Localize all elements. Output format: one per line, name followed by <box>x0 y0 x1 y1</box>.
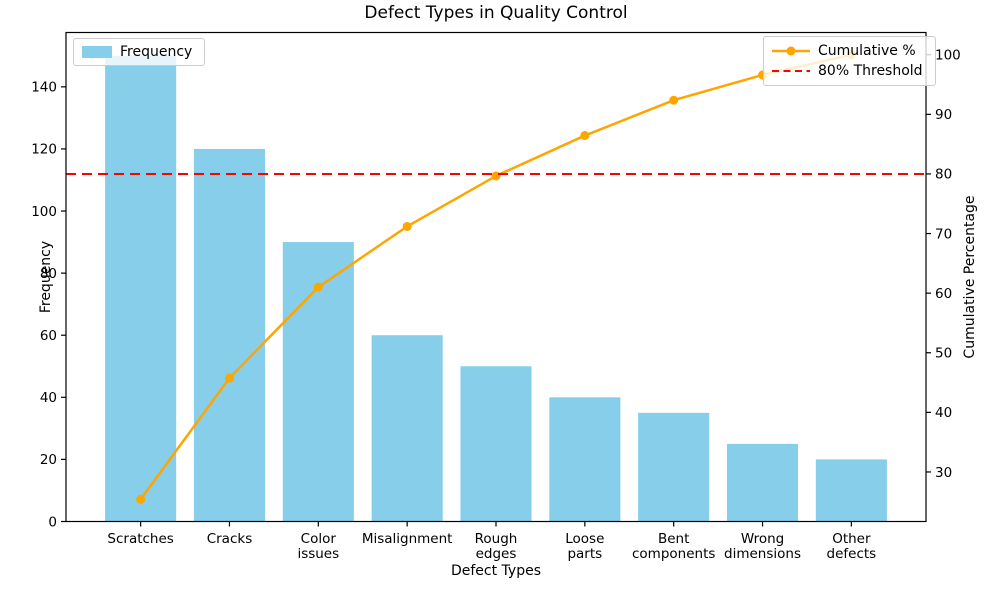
cumulative-marker-6 <box>669 95 679 105</box>
right-tick-label: 80 <box>935 167 952 183</box>
left-tick-label: 140 <box>31 80 57 96</box>
x-tick-label: Misalignment <box>362 531 453 547</box>
cumulative-marker-2 <box>313 282 323 292</box>
right-tick-label: 90 <box>935 107 952 123</box>
cumulative-marker-0 <box>136 494 146 504</box>
right-tick-label: 100 <box>935 48 961 64</box>
cumulative-marker-3 <box>402 221 412 231</box>
frequency-bar-5 <box>549 397 621 522</box>
chart-title: Defect Types in Quality Control <box>364 3 628 23</box>
x-tick-label: Wrong <box>741 531 784 547</box>
right-axis-ticks: 30 40 50 60 70 80 90 100 <box>926 48 961 481</box>
frequency-bars <box>105 55 887 522</box>
legend-row-cumulative: Cumulative % <box>772 41 923 61</box>
cumulative-line-swatch-icon <box>772 46 810 56</box>
right-tick-label: 40 <box>935 405 952 421</box>
x-tick-label: Bent <box>658 531 689 547</box>
frequency-swatch-icon <box>82 46 112 58</box>
left-tick-label: 120 <box>31 142 57 158</box>
right-tick-label: 60 <box>935 286 952 302</box>
right-tick-label: 30 <box>935 465 952 481</box>
cumulative-marker-1 <box>224 373 234 383</box>
cumulative-marker-5 <box>580 131 590 141</box>
cumulative-marker-4 <box>491 171 501 181</box>
left-tick-label: 60 <box>40 328 57 344</box>
x-tick-label: Rough <box>475 531 518 547</box>
x-tick-label: components <box>632 546 715 562</box>
frequency-bar-3 <box>371 335 443 522</box>
right-tick-label: 70 <box>935 226 952 242</box>
right-axis-label: Cumulative Percentage <box>962 195 978 359</box>
legend-row-threshold: 80% Threshold <box>772 61 923 81</box>
left-tick-label: 80 <box>40 266 57 282</box>
x-axis-label: Defect Types <box>450 563 542 579</box>
left-tick-label: 40 <box>40 390 57 406</box>
x-tick-label: Scratches <box>107 531 173 547</box>
right-tick-label: 50 <box>935 346 952 362</box>
x-tick-label: dimensions <box>724 546 801 562</box>
frequency-bar-8 <box>815 459 887 522</box>
threshold-line-swatch-icon <box>772 70 810 72</box>
legend-cumulative: Cumulative % 80% Threshold <box>763 36 936 86</box>
frequency-bar-0 <box>105 55 177 522</box>
legend-label-threshold: 80% Threshold <box>818 63 923 79</box>
x-tick-label: parts <box>567 546 602 562</box>
legend-label-cumulative: Cumulative % <box>818 43 916 59</box>
x-tick-label: Cracks <box>207 531 253 547</box>
left-axis-ticks: 0 20 40 60 80 100 120 140 <box>31 80 66 530</box>
x-tick-label: Color <box>301 531 337 547</box>
x-tick-label: issues <box>297 546 339 562</box>
x-tick-label: Loose <box>565 531 604 547</box>
left-tick-label: 20 <box>40 452 57 468</box>
x-tick-label: Other <box>832 531 871 547</box>
legend-label-frequency: Frequency <box>120 44 193 60</box>
frequency-bar-4 <box>460 366 532 522</box>
x-tick-label: edges <box>476 546 517 562</box>
x-tick-label: defects <box>827 546 877 562</box>
frequency-bar-7 <box>726 443 799 522</box>
legend-frequency: Frequency <box>73 38 206 66</box>
left-tick-label: 0 <box>48 514 57 530</box>
left-axis-label: Frequency <box>38 240 54 314</box>
frequency-bar-1 <box>193 148 265 522</box>
frequency-bar-6 <box>638 412 710 522</box>
left-tick-label: 100 <box>31 204 57 220</box>
